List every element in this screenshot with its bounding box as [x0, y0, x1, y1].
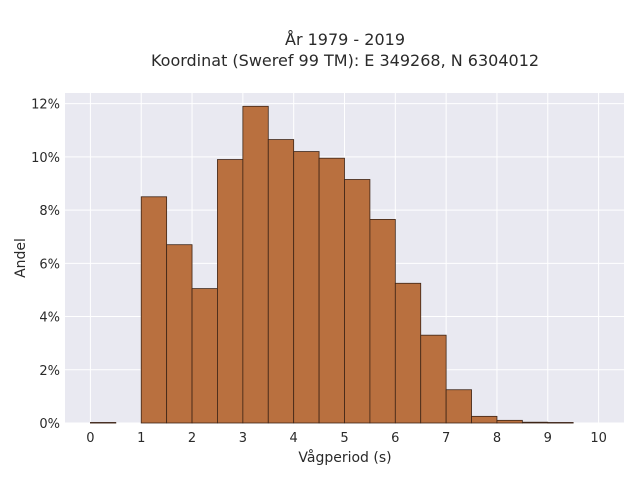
x-tick-label: 1	[137, 431, 145, 446]
chart-title-line1: År 1979 - 2019	[285, 30, 405, 49]
histogram-bar	[547, 422, 574, 424]
histogram-bar	[496, 419, 523, 424]
x-tick-label: 6	[391, 431, 399, 446]
histogram-bar	[344, 179, 371, 424]
histogram-bar	[521, 421, 549, 424]
histogram-bar	[369, 219, 396, 424]
histogram-bar	[191, 288, 218, 424]
y-tick-label: 12%	[31, 98, 60, 113]
y-tick-label: 4%	[39, 311, 60, 326]
x-tick-label: 9	[544, 431, 552, 446]
x-tick-label: 7	[442, 431, 450, 446]
histogram-bar	[140, 196, 168, 424]
y-tick-label: 10%	[31, 151, 60, 166]
y-tick-labels: 0% 2% 4% 6% 8% 10% 12%	[31, 98, 60, 432]
histogram-bar	[394, 282, 422, 424]
histogram-bar	[471, 415, 498, 424]
histogram-bar	[267, 139, 295, 424]
y-tick-label: 6%	[39, 257, 60, 272]
x-tick-labels: 0 1 2 3 4 5 6 7 8 9 10	[86, 431, 607, 446]
y-axis-label: Andel	[13, 238, 29, 278]
y-tick-label: 8%	[39, 204, 60, 219]
histogram-bar	[166, 244, 193, 424]
histogram-bar	[293, 151, 320, 424]
histogram-bar	[318, 157, 345, 424]
x-tick-label: 3	[239, 431, 247, 446]
x-tick-label: 0	[86, 431, 94, 446]
histogram-bar	[90, 422, 117, 424]
x-tick-label: 8	[493, 431, 501, 446]
y-tick-label: 2%	[39, 364, 60, 379]
histogram-bar	[445, 389, 472, 424]
bars	[90, 105, 574, 424]
x-tick-label: 10	[590, 431, 607, 446]
y-tick-label: 0%	[39, 417, 60, 432]
x-tick-label: 4	[290, 431, 298, 446]
x-tick-label: 5	[340, 431, 348, 446]
histogram-bar	[242, 105, 269, 424]
chart-title-line2: Koordinat (Sweref 99 TM): E 349268, N 63…	[151, 51, 539, 70]
x-tick-label: 2	[188, 431, 196, 446]
x-axis-label: Vågperiod (s)	[298, 449, 391, 466]
histogram-bar	[420, 334, 447, 424]
histogram-bar	[217, 159, 244, 424]
